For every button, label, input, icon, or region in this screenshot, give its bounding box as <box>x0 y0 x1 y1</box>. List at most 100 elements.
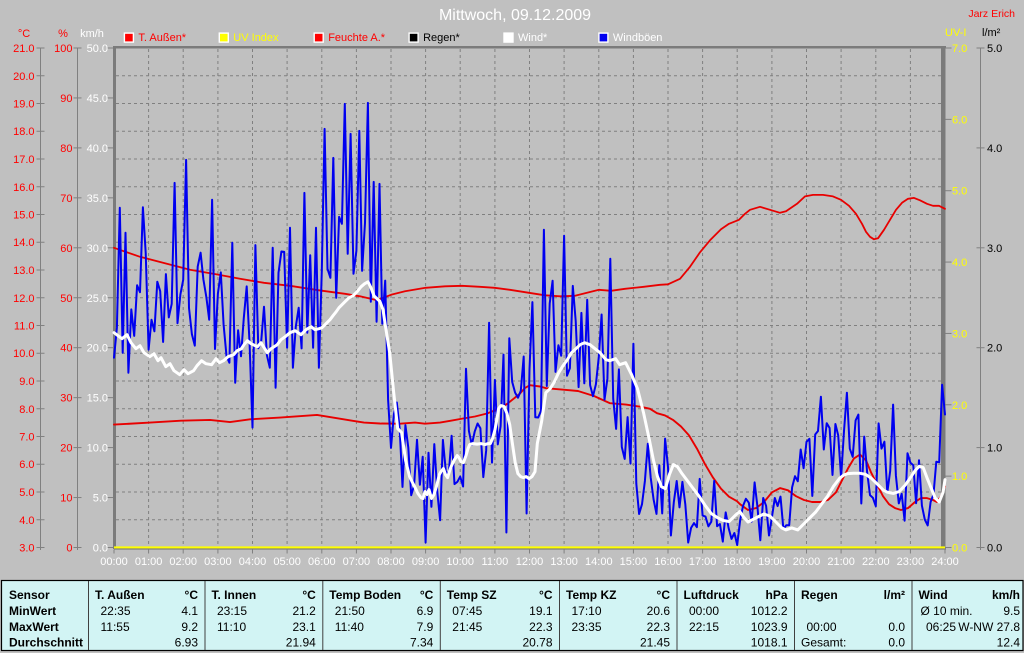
svg-text:Temp SZ: Temp SZ <box>447 588 497 602</box>
svg-text:0.0: 0.0 <box>987 543 1002 555</box>
svg-text:40.0: 40.0 <box>87 143 108 155</box>
svg-text:°C: °C <box>657 588 671 602</box>
svg-text:10:00: 10:00 <box>446 556 474 568</box>
svg-text:l/m²: l/m² <box>884 588 905 602</box>
svg-text:23.1: 23.1 <box>292 620 316 634</box>
svg-text:16:00: 16:00 <box>654 556 682 568</box>
svg-text:24:00: 24:00 <box>931 556 959 568</box>
svg-text:MaxWert: MaxWert <box>9 620 59 634</box>
svg-text:0: 0 <box>66 543 72 555</box>
svg-text:4.0: 4.0 <box>987 143 1002 155</box>
svg-text:Luftdruck: Luftdruck <box>684 588 740 602</box>
svg-text:Regen*: Regen* <box>423 32 460 44</box>
svg-text:Ø 10 min.: Ø 10 min. <box>921 604 973 618</box>
svg-text:06:00: 06:00 <box>308 556 336 568</box>
svg-text:20:00: 20:00 <box>793 556 821 568</box>
svg-text:3.0: 3.0 <box>952 328 967 340</box>
svg-text:50.0: 50.0 <box>87 43 108 55</box>
svg-text:2.0: 2.0 <box>987 343 1002 355</box>
svg-text:21.94: 21.94 <box>286 636 316 650</box>
svg-text:3.0: 3.0 <box>987 243 1002 255</box>
svg-text:10.0: 10.0 <box>87 443 108 455</box>
svg-text:9.0: 9.0 <box>19 376 34 388</box>
svg-text:23:15: 23:15 <box>217 604 247 618</box>
svg-text:23:35: 23:35 <box>572 620 602 634</box>
svg-text:30: 30 <box>60 393 72 405</box>
svg-text:1.0: 1.0 <box>952 471 967 483</box>
svg-text:21.2: 21.2 <box>292 604 316 618</box>
svg-text:°C: °C <box>302 588 316 602</box>
svg-text:60: 60 <box>60 243 72 255</box>
svg-text:09:00: 09:00 <box>412 556 440 568</box>
svg-text:17.0: 17.0 <box>13 154 34 166</box>
svg-text:6.0: 6.0 <box>952 114 967 126</box>
svg-text:16.0: 16.0 <box>13 182 34 194</box>
svg-text:Jarz Erich: Jarz Erich <box>968 8 1015 20</box>
svg-text:Regen: Regen <box>801 588 838 602</box>
svg-text:15.0: 15.0 <box>13 210 34 222</box>
svg-text:T. Innen: T. Innen <box>212 588 257 602</box>
svg-text:°C: °C <box>539 588 553 602</box>
svg-text:22.3: 22.3 <box>529 620 553 634</box>
svg-text:Mittwoch, 09.12.2009: Mittwoch, 09.12.2009 <box>439 7 591 24</box>
svg-text:6.93: 6.93 <box>175 636 199 650</box>
svg-text:7.0: 7.0 <box>952 43 967 55</box>
svg-text:20.6: 20.6 <box>647 604 671 618</box>
svg-text:UV-I: UV-I <box>945 27 966 39</box>
svg-text:13.0: 13.0 <box>13 265 34 277</box>
svg-text:21.45: 21.45 <box>640 636 670 650</box>
svg-text:22:00: 22:00 <box>862 556 890 568</box>
svg-text:°C: °C <box>420 588 434 602</box>
svg-text:12.0: 12.0 <box>13 293 34 305</box>
svg-text:9.2: 9.2 <box>181 620 198 634</box>
svg-text:0.0: 0.0 <box>952 543 967 555</box>
svg-text:13:00: 13:00 <box>550 556 578 568</box>
svg-text:km/h: km/h <box>80 28 104 40</box>
svg-text:1.0: 1.0 <box>987 443 1002 455</box>
svg-text:MinWert: MinWert <box>9 604 56 618</box>
svg-text:07:45: 07:45 <box>452 604 482 618</box>
svg-text:100: 100 <box>54 43 72 55</box>
svg-text:18.0: 18.0 <box>13 126 34 138</box>
svg-text:80: 80 <box>60 143 72 155</box>
svg-text:06:25: 06:25 <box>926 620 956 634</box>
svg-text:9.5: 9.5 <box>1003 604 1020 618</box>
svg-text:21:50: 21:50 <box>335 604 365 618</box>
svg-text:UV Index: UV Index <box>233 32 279 44</box>
svg-text:Wind*: Wind* <box>518 32 548 44</box>
svg-text:T. Außen*: T. Außen* <box>138 32 186 44</box>
svg-text:50: 50 <box>60 293 72 305</box>
svg-text:0.0: 0.0 <box>93 543 108 555</box>
svg-text:08:00: 08:00 <box>377 556 405 568</box>
svg-text:2.0: 2.0 <box>952 400 967 412</box>
svg-text:17:00: 17:00 <box>689 556 717 568</box>
svg-text:15:00: 15:00 <box>620 556 648 568</box>
svg-text:0.0: 0.0 <box>888 636 905 650</box>
svg-text:%: % <box>58 28 68 40</box>
svg-text:12:00: 12:00 <box>516 556 544 568</box>
svg-text:21:45: 21:45 <box>452 620 482 634</box>
svg-text:hPa: hPa <box>765 588 787 602</box>
svg-text:45.0: 45.0 <box>87 93 108 105</box>
svg-text:00:00: 00:00 <box>807 620 837 634</box>
svg-text:Temp Boden: Temp Boden <box>329 588 401 602</box>
svg-text:11.0: 11.0 <box>14 321 35 333</box>
svg-text:Wind: Wind <box>919 588 948 602</box>
svg-text:19:00: 19:00 <box>758 556 786 568</box>
svg-text:1023.9: 1023.9 <box>751 620 788 634</box>
svg-text:22:35: 22:35 <box>101 604 131 618</box>
svg-text:18:00: 18:00 <box>723 556 751 568</box>
svg-text:Durchschnitt: Durchschnitt <box>9 636 83 650</box>
svg-text:W-NW 27.8: W-NW 27.8 <box>958 620 1020 634</box>
svg-text:11:10: 11:10 <box>217 620 246 634</box>
svg-text:14:00: 14:00 <box>585 556 613 568</box>
svg-text:20.78: 20.78 <box>522 636 552 650</box>
svg-text:21:00: 21:00 <box>827 556 855 568</box>
svg-text:17:10: 17:10 <box>572 604 602 618</box>
svg-text:11:55: 11:55 <box>101 620 130 634</box>
svg-text:35.0: 35.0 <box>87 193 108 205</box>
svg-text:25.0: 25.0 <box>87 293 108 305</box>
svg-text:5.0: 5.0 <box>987 43 1002 55</box>
svg-text:l/m²: l/m² <box>982 27 1001 39</box>
svg-text:7.9: 7.9 <box>417 620 434 634</box>
